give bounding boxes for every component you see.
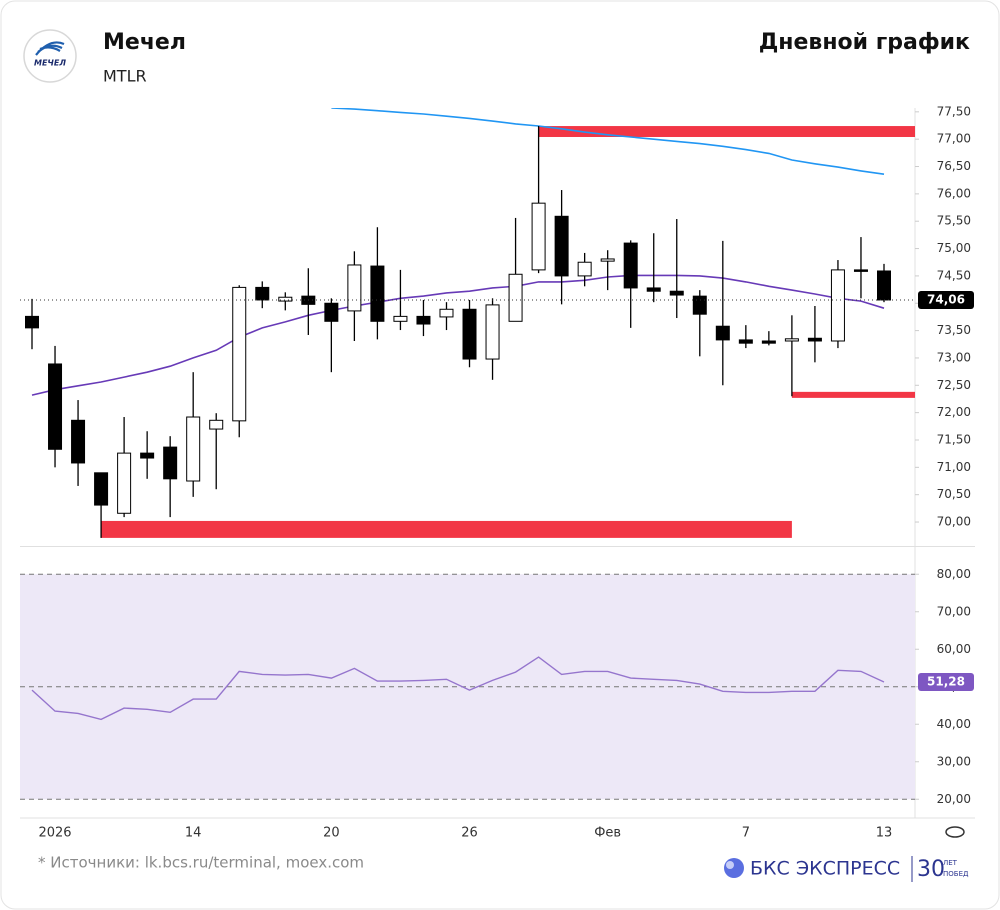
y-tick-label: 77,00 bbox=[937, 132, 971, 146]
candle-body bbox=[531, 202, 546, 271]
rsi-plot bbox=[20, 573, 915, 800]
candle-body bbox=[324, 302, 339, 322]
x-tick-label: 26 bbox=[461, 826, 478, 841]
last-price-label: 74,06 bbox=[927, 292, 965, 306]
candle-body bbox=[140, 452, 155, 459]
candle-body bbox=[784, 338, 799, 342]
logo bbox=[23, 29, 77, 83]
candle-body bbox=[347, 264, 362, 312]
candle-body bbox=[278, 296, 293, 302]
anniversary-word: ЛЕТ bbox=[943, 859, 958, 867]
candle-body bbox=[94, 472, 109, 506]
title: Мечел bbox=[103, 30, 186, 55]
candle-body bbox=[738, 339, 753, 344]
x-tick-label: 7 bbox=[742, 826, 750, 841]
y-tick-label: 71,50 bbox=[937, 432, 971, 446]
brand: БКС ЭКСПРЕСС bbox=[750, 858, 900, 880]
brand-icon-dot bbox=[726, 861, 734, 869]
y-tick-label: 20,00 bbox=[937, 792, 971, 806]
candle-body bbox=[761, 340, 776, 344]
brand-icon bbox=[724, 858, 744, 878]
y-tick-label: 80,00 bbox=[937, 567, 971, 581]
candle-body bbox=[623, 242, 638, 289]
y-tick-label: 73,00 bbox=[937, 350, 971, 364]
rsi-line bbox=[31, 656, 885, 721]
last-value-box bbox=[918, 672, 974, 691]
last-price-box bbox=[918, 290, 974, 309]
candle-body bbox=[577, 261, 592, 277]
candle-body bbox=[692, 295, 707, 315]
source-note: * Источники: lk.bcs.ru/terminal, moex.co… bbox=[38, 854, 364, 872]
zone bbox=[791, 391, 915, 398]
y-tick-label: 76,50 bbox=[937, 159, 971, 173]
candle-body bbox=[439, 308, 454, 318]
candle-body bbox=[715, 325, 730, 341]
candle-body bbox=[71, 419, 86, 464]
candle-body bbox=[393, 315, 408, 322]
candle-body bbox=[462, 308, 477, 360]
y-tick-label: 70,50 bbox=[937, 487, 971, 501]
candle-body bbox=[807, 337, 822, 342]
candle-body bbox=[163, 446, 178, 480]
y-tick-label: 73,50 bbox=[937, 323, 971, 337]
logo-mark bbox=[35, 41, 65, 56]
moving-average bbox=[331, 108, 885, 175]
candle-body bbox=[830, 269, 845, 342]
y-tick-label: 77,50 bbox=[937, 104, 971, 118]
candle-body bbox=[877, 270, 891, 301]
zone bbox=[101, 520, 792, 538]
rsi-band bbox=[20, 574, 915, 800]
candle-body bbox=[669, 290, 684, 296]
candle-body bbox=[117, 452, 132, 514]
y-tick-label: 70,00 bbox=[937, 604, 971, 618]
y-tick-label: 75,50 bbox=[937, 214, 971, 228]
candle-body bbox=[255, 286, 270, 301]
y-tick-label: 30,00 bbox=[937, 754, 971, 768]
candle-body bbox=[48, 363, 63, 450]
anniversary-word: ПОБЕД bbox=[943, 870, 969, 878]
candle-body bbox=[554, 215, 569, 277]
candle-body bbox=[508, 273, 523, 322]
candle-body bbox=[209, 419, 224, 430]
candle-body bbox=[370, 265, 385, 322]
y-tick-label: 74,50 bbox=[937, 268, 971, 282]
y-tick-label: 72,50 bbox=[937, 378, 971, 392]
candle-body bbox=[600, 258, 615, 262]
x-tick-label: 2026 bbox=[38, 826, 71, 841]
y-tick-label: 40,00 bbox=[937, 717, 971, 731]
chart-label: Дневной график bbox=[759, 30, 970, 55]
ticker: MTLR bbox=[103, 67, 147, 86]
x-tick-label: 14 bbox=[185, 826, 202, 841]
y-tick-label: 76,00 bbox=[937, 186, 971, 200]
y-tick-label: 70,00 bbox=[937, 515, 971, 529]
y-tick-label: 71,00 bbox=[937, 460, 971, 474]
y-tick-label: 60,00 bbox=[937, 642, 971, 656]
candle-body bbox=[232, 286, 247, 422]
candle-body bbox=[186, 416, 201, 482]
price-plot bbox=[20, 108, 915, 538]
candle-body bbox=[853, 269, 868, 272]
moving-average bbox=[31, 274, 885, 396]
zone bbox=[538, 126, 915, 137]
candle-body bbox=[25, 315, 39, 329]
candle-body bbox=[416, 315, 431, 325]
x-tick-label: 13 bbox=[876, 826, 893, 841]
axes: 70,00 70,50 71,00 71,50 72,00 72,50 73,00 73,50… bbox=[38, 104, 974, 841]
x-tick-label: Фев bbox=[594, 826, 621, 841]
logo-text: МЕЧЕЛ bbox=[34, 59, 66, 68]
last-value-label: 51,28 bbox=[927, 674, 965, 688]
anniversary-number: 30 bbox=[917, 857, 945, 882]
y-tick-label: 75,00 bbox=[937, 241, 971, 255]
candle-body bbox=[485, 304, 500, 360]
y-tick-label: 72,00 bbox=[937, 405, 971, 419]
settings-icon[interactable] bbox=[945, 826, 965, 838]
candle-body bbox=[646, 287, 661, 292]
x-tick-label: 20 bbox=[323, 826, 340, 841]
